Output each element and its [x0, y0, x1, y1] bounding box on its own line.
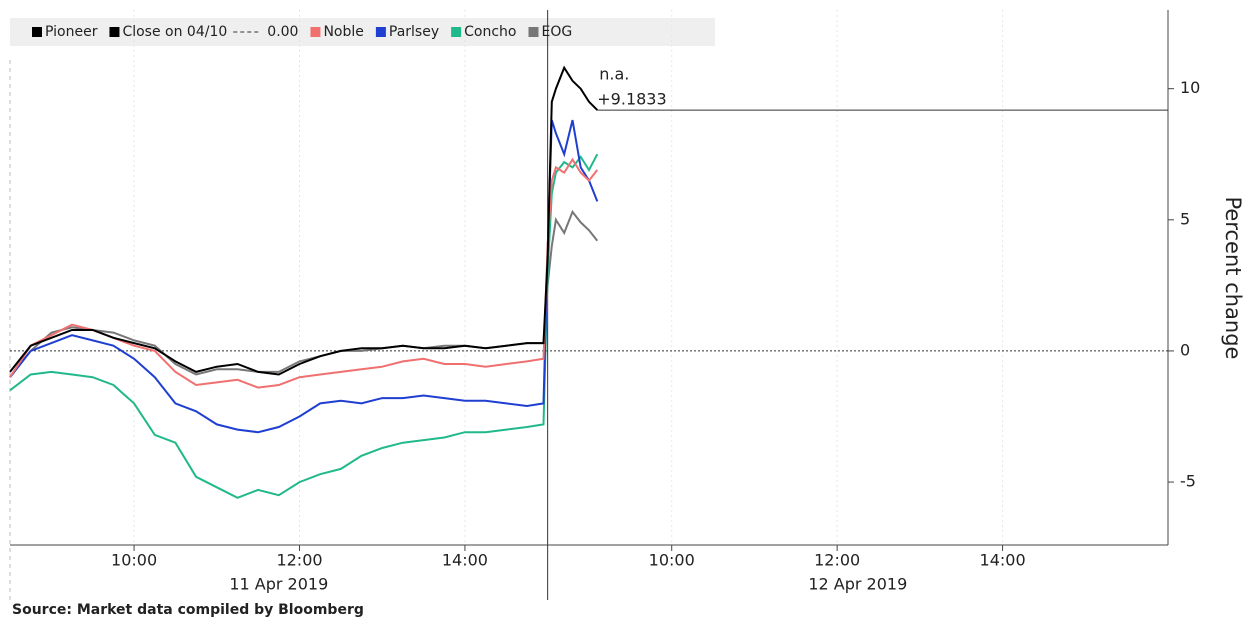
x-tick-label: 10:00	[649, 551, 695, 570]
x-tick-label: 12:00	[276, 551, 322, 570]
y-axis-label: Percent change	[1221, 197, 1245, 360]
session-label: 11 Apr 2019	[229, 575, 328, 594]
legend-label: Parlsey	[389, 24, 439, 40]
series-line	[9, 65, 599, 376]
y-tick-label: -5	[1180, 472, 1196, 491]
y-tick-label: 0	[1180, 340, 1190, 359]
session-label: 12 Apr 2019	[808, 575, 907, 594]
annotation: n.a.	[599, 65, 629, 84]
legend-swatch	[375, 27, 386, 37]
y-tick-label: 10	[1180, 78, 1200, 97]
series-line	[9, 119, 599, 434]
legend-swatch	[32, 27, 42, 37]
legend-label: Pioneer	[45, 24, 98, 40]
legend-background	[10, 18, 715, 46]
source: Source: Market data compiled by Bloomber…	[12, 602, 364, 618]
legend-label: 0.00	[267, 24, 298, 40]
legend-swatch	[451, 27, 462, 37]
last-value-label: +9.1833	[597, 90, 666, 109]
legend-label: EOG	[541, 24, 572, 40]
x-tick-label: 14:00	[980, 551, 1026, 570]
series-line	[9, 157, 599, 389]
legend-label: Concho	[464, 24, 516, 40]
x-tick-label: 14:00	[442, 551, 488, 570]
legend-label: Noble	[323, 24, 363, 40]
series-line	[9, 209, 599, 378]
legend-label: Close on 04/10	[122, 24, 227, 40]
legend-swatch	[109, 27, 120, 37]
legend-swatch	[528, 27, 539, 37]
legend-swatch	[310, 27, 321, 37]
x-tick-label: 10:00	[111, 551, 157, 570]
series-line	[9, 153, 599, 499]
x-tick-label: 12:00	[814, 551, 860, 570]
y-tick-label: 5	[1180, 209, 1190, 228]
